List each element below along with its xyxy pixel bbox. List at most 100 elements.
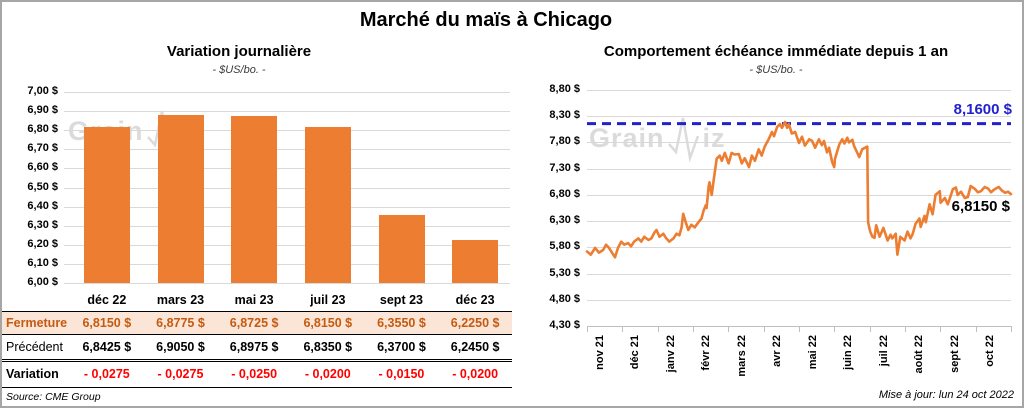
tick-mark xyxy=(693,326,694,332)
column-header: mai 23 xyxy=(217,290,291,312)
line-y-axis-labels: 8,80 $ 8,30 $ 7,80 $ 7,30 $ 6,80 $ 6,30 $ 5,80… xyxy=(514,2,580,342)
gridline xyxy=(64,111,510,113)
table-cell: - 0,0250 xyxy=(217,360,291,388)
bar-plot-area xyxy=(64,92,510,284)
gridline xyxy=(64,130,510,132)
price-line-canvas xyxy=(585,120,1013,259)
row-label: Variation xyxy=(2,360,70,388)
table-cell: - 0,0275 xyxy=(143,360,218,388)
table-cell: 6,8975 $ xyxy=(217,334,291,362)
gridline xyxy=(64,149,510,151)
gridline xyxy=(587,116,1011,118)
bar-y-axis-labels: 7,00 $ 6,90 $ 6,80 $ 6,70 $ 6,60 $ 6,50 $ 6,40… xyxy=(2,2,58,302)
y-axis-label: 6,10 $ xyxy=(27,256,58,269)
x-axis-label: janv 22 xyxy=(664,335,677,373)
gridline xyxy=(64,283,510,284)
price-table: déc 22 mars 23 mai 23 juil 23 sept 23 déc 23 F… xyxy=(2,290,512,388)
y-axis-label: 8,80 $ xyxy=(549,83,580,95)
table-row: Fermeture 6,8150 $6,8775 $6,8725 $6,8150 … xyxy=(2,311,512,335)
tick-mark xyxy=(834,326,836,332)
gridline xyxy=(587,221,1011,223)
source-note: Source: CME Group xyxy=(6,391,101,403)
table-cell: 6,8775 $ xyxy=(143,311,218,335)
column-header: déc 23 xyxy=(438,290,512,312)
row-label: Fermeture xyxy=(2,311,70,335)
table-cell: 6,3700 $ xyxy=(364,334,439,362)
x-axis-label: déc 21 xyxy=(629,335,642,370)
y-axis-label: 4,30 $ xyxy=(549,319,580,331)
table-cell: - 0,0150 xyxy=(364,360,439,388)
x-axis-label: août 22 xyxy=(913,335,926,374)
y-axis-label: 7,80 $ xyxy=(549,135,580,148)
x-axis-label: juin 22 xyxy=(842,335,855,370)
table-cell: 6,2450 $ xyxy=(438,334,512,362)
tick-mark xyxy=(869,326,871,332)
x-axis-label: juil 22 xyxy=(877,335,890,367)
bar xyxy=(378,215,425,283)
y-axis-label: 6,60 $ xyxy=(27,161,58,174)
table-cell: - 0,0200 xyxy=(290,360,365,388)
y-axis-label: 6,70 $ xyxy=(27,142,58,155)
gridline xyxy=(64,187,510,189)
price-line xyxy=(585,120,1013,259)
page-title: Marché du maïs à Chicago xyxy=(359,9,613,31)
x-axis-label: sept 22 xyxy=(948,335,961,373)
table-cell: 6,8150 $ xyxy=(70,311,144,335)
gridline xyxy=(64,206,510,208)
bar xyxy=(452,240,499,283)
tick-mark xyxy=(940,326,942,332)
table-cell: - 0,0275 xyxy=(70,360,144,388)
last-value-label: 6,8150 $ xyxy=(951,198,1010,215)
bar xyxy=(304,127,351,283)
x-axis-label: oct 22 xyxy=(983,335,996,367)
gridline xyxy=(587,194,1011,196)
table-header-row: déc 22 mars 23 mai 23 juil 23 sept 23 déc 23 xyxy=(2,290,512,312)
gridline xyxy=(64,225,510,227)
bar xyxy=(83,127,130,283)
x-axis-label: avr 22 xyxy=(771,335,784,367)
gridline xyxy=(64,263,510,265)
line-chart-title: Comportement échéance immédiate depuis 1… xyxy=(603,43,949,60)
x-axis-label: févr 22 xyxy=(700,335,713,371)
table-row: Précédent 6,8425 $6,9050 $6,8975 $6,8350 … xyxy=(2,334,512,362)
x-axis-label: mai 22 xyxy=(806,335,819,370)
tick-mark xyxy=(905,326,906,332)
table-cell: 6,8425 $ xyxy=(70,334,144,362)
tick-mark xyxy=(657,326,659,332)
table-cell: 6,8150 $ xyxy=(290,311,365,335)
table-cell: 6,3550 $ xyxy=(364,311,439,335)
gridline xyxy=(587,247,1011,249)
x-axis-label: mars 22 xyxy=(735,335,748,377)
column-header: juil 23 xyxy=(290,290,365,312)
tick-mark xyxy=(1011,326,1012,332)
y-axis-label: 7,30 $ xyxy=(549,161,580,174)
row-label: Précédent xyxy=(2,334,70,362)
bar xyxy=(231,116,278,283)
tick-mark xyxy=(763,326,765,332)
column-header: déc 22 xyxy=(70,290,144,312)
bar-chart-subtitle: - $US/bo. - xyxy=(212,64,266,76)
gridline xyxy=(64,244,510,246)
y-axis-label: 6,80 $ xyxy=(27,123,58,136)
gridline xyxy=(587,90,1011,91)
y-axis-label: 6,50 $ xyxy=(27,180,58,193)
update-note: Mise à jour: lun 24 oct 2022 xyxy=(878,389,1014,401)
y-axis-label: 7,00 $ xyxy=(27,85,58,97)
ref-line-label: 8,1600 $ xyxy=(953,101,1012,118)
table-row: Variation - 0,0275- 0,0275- 0,0250- 0,020… xyxy=(2,360,512,388)
line-x-axis-labels: nov 21 déc 21 janv 22 févr 22 mars 22 avr 22 m… xyxy=(587,334,1011,390)
gridline xyxy=(64,168,510,170)
column-header: mars 23 xyxy=(143,290,218,312)
bar-chart-title: Variation journalière xyxy=(166,43,312,60)
y-axis-label: 6,00 $ xyxy=(27,276,58,288)
y-axis-label: 6,30 $ xyxy=(27,218,58,231)
tick-mark xyxy=(799,326,800,332)
y-axis-label: 6,20 $ xyxy=(27,237,58,250)
tick-mark xyxy=(622,326,624,332)
x-axis-label: nov 21 xyxy=(594,335,606,370)
table-cell: 6,2250 $ xyxy=(438,311,512,335)
y-axis-label: 6,40 $ xyxy=(27,199,58,212)
table-cell: - 0,0200 xyxy=(438,360,512,388)
table-cell: 6,8350 $ xyxy=(290,334,365,362)
